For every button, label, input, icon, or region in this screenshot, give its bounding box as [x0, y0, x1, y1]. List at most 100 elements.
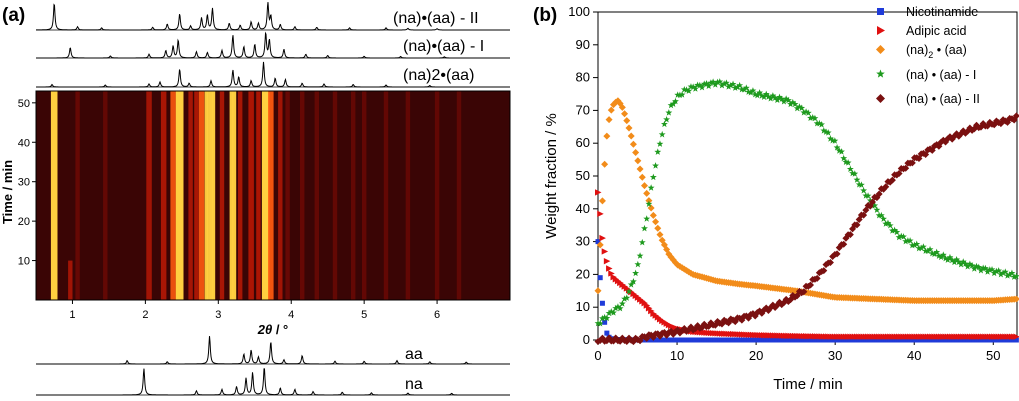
data-point	[784, 96, 792, 104]
data-point	[658, 130, 666, 138]
legend-marker-square	[877, 8, 884, 15]
data-point	[1010, 273, 1018, 280]
data-point	[700, 80, 708, 87]
data-point	[731, 84, 739, 91]
heatmap-band	[314, 91, 319, 300]
data-point	[771, 94, 779, 101]
data-point	[736, 81, 744, 89]
b-x-tick-label: 50	[986, 348, 1000, 363]
data-point	[880, 215, 887, 222]
heatmap-band	[434, 91, 440, 300]
data-point	[877, 211, 885, 219]
heatmap-band	[362, 91, 367, 300]
data-point	[618, 300, 626, 307]
data-point	[820, 267, 828, 275]
data-point	[860, 187, 868, 194]
b-y-ticks: 0 10 20 30 40 50 60 70 80 90 100	[568, 4, 598, 347]
heatmap-band	[75, 91, 80, 300]
data-point	[964, 263, 972, 270]
data-point	[703, 80, 710, 87]
data-point	[931, 250, 938, 258]
data-point	[623, 294, 631, 301]
data-point	[678, 91, 686, 98]
b-y-tick-label: 80	[576, 70, 590, 85]
heatmap: 1 2 3 4 5 6 10 20 30 40 50 Time / min 2θ / °	[0, 90, 511, 337]
legend-item-nicotinamide: Nicotinamide	[877, 5, 978, 19]
data-point	[665, 109, 673, 116]
b-y-tick-label: 40	[576, 201, 590, 216]
data-point	[762, 90, 770, 98]
heatmap-x-tick-label: 1	[69, 309, 75, 321]
data-point	[915, 244, 923, 252]
data-point	[607, 106, 615, 114]
data-point	[955, 258, 963, 265]
data-point	[683, 86, 690, 93]
data-point	[648, 307, 655, 315]
data-point	[643, 215, 651, 222]
data-point	[601, 248, 609, 255]
data-point	[654, 224, 662, 232]
data-point	[1004, 272, 1011, 279]
data-point	[722, 79, 730, 86]
heatmap-band	[383, 91, 389, 300]
data-point	[853, 221, 861, 229]
data-point	[640, 182, 648, 190]
data-point	[747, 89, 755, 96]
data-point	[1001, 268, 1009, 275]
data-point	[652, 162, 659, 169]
legend-item-adipic-acid: Adipic acid	[877, 24, 966, 38]
data-point	[953, 255, 961, 263]
b-x-tick-label: 0	[594, 348, 601, 363]
data-point	[780, 98, 788, 105]
data-point	[804, 109, 812, 116]
b-y-tick-label: 60	[576, 135, 590, 150]
data-point	[1012, 112, 1019, 120]
legend-label-na2-aa: (na)2 • (aa)	[906, 43, 967, 60]
data-point	[629, 277, 637, 285]
data-point	[884, 219, 892, 227]
panel-b-label: (b)	[533, 5, 557, 26]
legend-item-na-aa-I: (na) • (aa) - I	[876, 68, 976, 82]
data-point	[962, 260, 969, 267]
data-point	[599, 234, 606, 242]
data-point	[647, 184, 655, 191]
heatmap-band	[188, 91, 193, 300]
legend-label: (na) • (aa) - II	[906, 92, 980, 106]
data-point	[824, 129, 832, 136]
data-point	[602, 319, 608, 325]
series-na-aa-ii	[594, 112, 1019, 346]
heatmap-band	[248, 91, 254, 300]
data-point	[826, 259, 834, 267]
data-point	[981, 264, 989, 272]
data-point	[798, 104, 806, 112]
legend-marker-star	[876, 69, 885, 78]
data-point	[1012, 295, 1019, 303]
legend-label: Nicotinamide	[906, 5, 978, 19]
pattern-trace-na	[36, 368, 510, 396]
data-point	[669, 100, 677, 107]
data-point	[995, 267, 1003, 274]
data-point	[1012, 272, 1019, 280]
data-point	[742, 84, 750, 91]
data-point	[758, 92, 766, 99]
data-point	[818, 120, 825, 128]
data-point	[873, 206, 881, 213]
data-point	[984, 268, 992, 275]
data-point	[970, 265, 978, 272]
data-point	[796, 103, 803, 110]
legend-marker-diamond	[876, 45, 885, 54]
data-point	[968, 262, 976, 269]
data-point	[636, 165, 644, 173]
data-point	[935, 252, 943, 259]
b-x-tick-label: 20	[749, 348, 763, 363]
heatmap-band	[194, 91, 199, 300]
data-point	[634, 260, 642, 268]
data-point	[765, 93, 772, 100]
data-point	[831, 137, 839, 144]
data-point	[656, 231, 664, 239]
pattern-label-na: na	[405, 376, 423, 393]
heatmap-x-ticks: 1 2 3 4 5 6	[69, 300, 440, 321]
data-point	[820, 127, 828, 134]
data-point	[598, 197, 606, 205]
